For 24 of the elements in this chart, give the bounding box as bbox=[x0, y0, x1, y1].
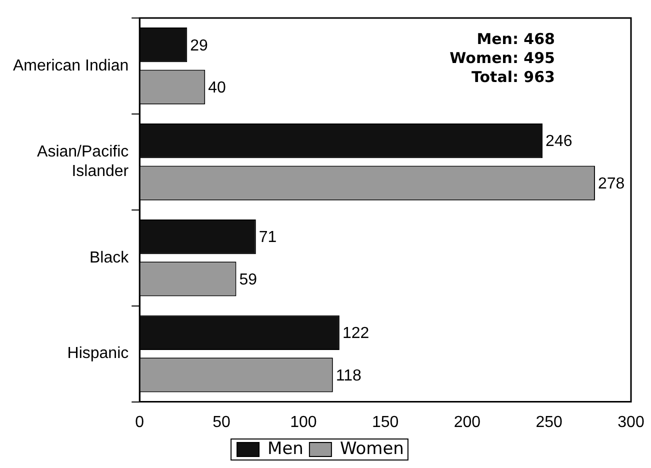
data-label: 40 bbox=[208, 79, 226, 96]
annotation: Women: 495 bbox=[450, 48, 555, 67]
x-tick-label: 300 bbox=[618, 414, 644, 431]
y-tick-label: Hispanic bbox=[67, 345, 129, 362]
legend-label: Women bbox=[340, 438, 404, 459]
y-tick-label: American Indian bbox=[12, 57, 129, 74]
annotation: Total: 963 bbox=[471, 68, 555, 86]
legend-label: Men bbox=[268, 438, 304, 459]
x-tick-label: 0 bbox=[135, 414, 144, 431]
data-label: 118 bbox=[336, 367, 362, 384]
x-tick-label: 150 bbox=[372, 414, 399, 431]
data-label: 71 bbox=[258, 229, 277, 246]
annotation: Men: 468 bbox=[476, 30, 555, 48]
y-tick-label: Asian/Pacific Islander bbox=[37, 144, 130, 180]
data-label: 59 bbox=[239, 271, 258, 288]
x-tick-label: 50 bbox=[212, 414, 231, 431]
y-tick-label: Black bbox=[89, 249, 130, 266]
x-tick-label: 100 bbox=[290, 414, 317, 431]
data-label: 246 bbox=[546, 133, 572, 150]
data-label: 122 bbox=[342, 325, 370, 342]
data-label: 29 bbox=[190, 37, 208, 54]
data-label: 278 bbox=[598, 175, 625, 192]
x-tick-label: 250 bbox=[536, 414, 563, 431]
x-tick-label: 200 bbox=[454, 414, 481, 431]
